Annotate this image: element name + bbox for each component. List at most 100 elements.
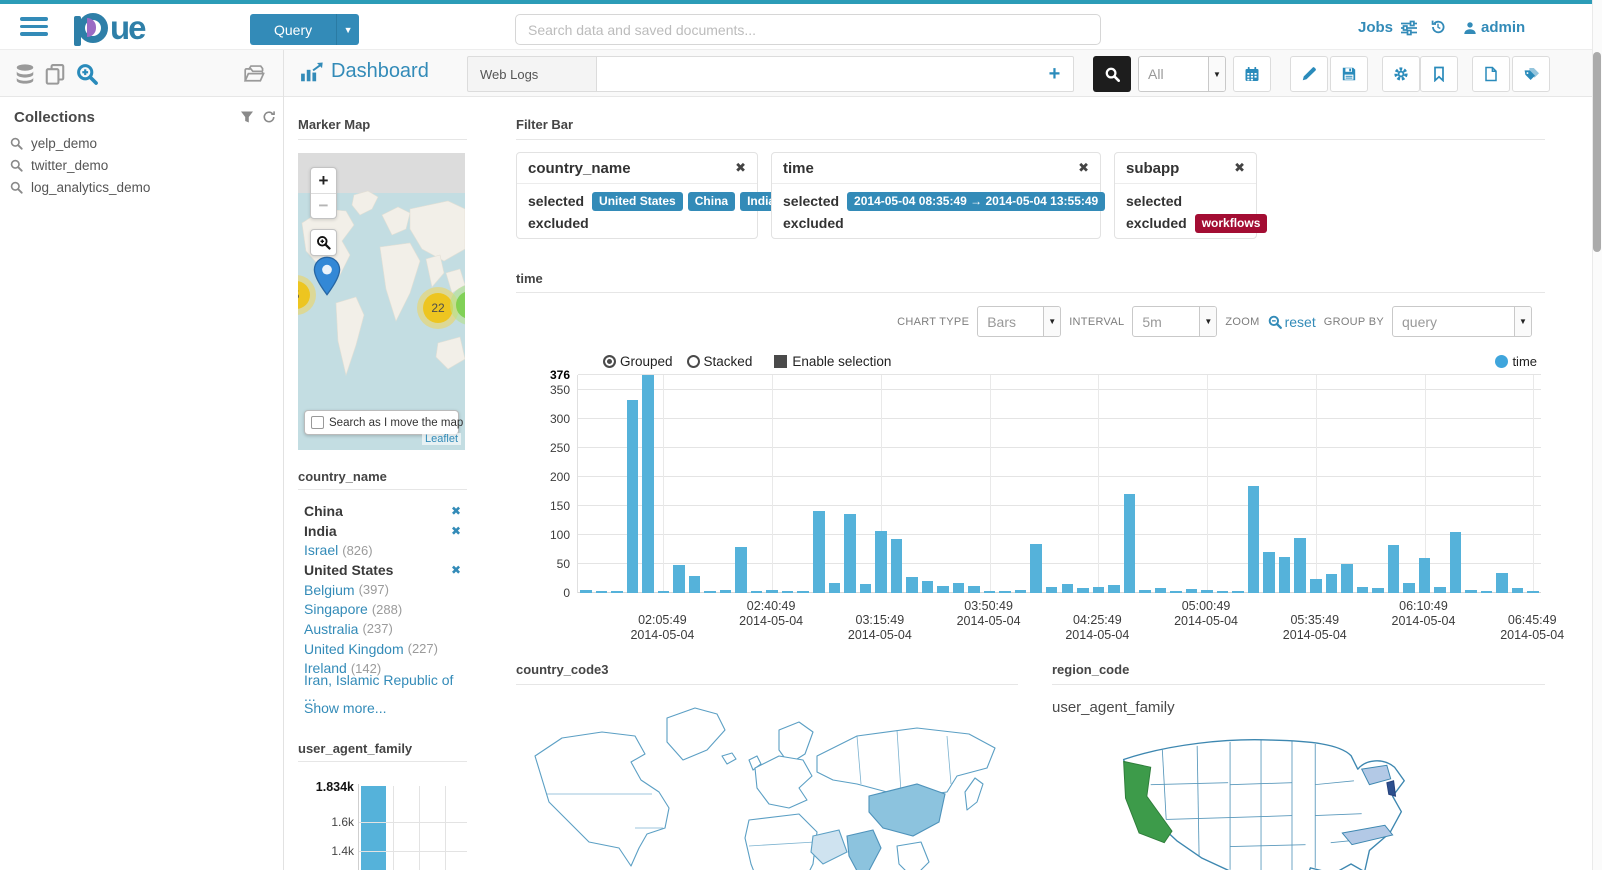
time-chart-bar[interactable] xyxy=(1232,591,1244,593)
dashboard-search-button[interactable] xyxy=(1093,56,1131,92)
edit-dashboard-button[interactable] xyxy=(1290,56,1328,92)
time-chart-bar[interactable] xyxy=(1201,590,1213,593)
close-icon[interactable]: ✖ xyxy=(1234,160,1245,175)
us-choropleth-map[interactable] xyxy=(1112,726,1412,870)
time-chart-bar[interactable] xyxy=(673,565,685,593)
facet-item[interactable]: Australia (237) xyxy=(304,619,467,639)
time-chart-bar[interactable] xyxy=(921,581,934,593)
time-chart-bar[interactable] xyxy=(844,513,856,593)
interval-select[interactable]: 5m ▼ xyxy=(1132,306,1218,337)
time-chart-bar[interactable] xyxy=(1123,494,1136,593)
collection-item[interactable]: twitter_demo xyxy=(10,154,270,176)
time-chart-bar[interactable] xyxy=(1325,573,1338,593)
world-choropleth-map[interactable] xyxy=(516,696,1018,870)
map-zoom-out-button[interactable]: − xyxy=(311,193,336,218)
copy-documents-icon[interactable] xyxy=(44,63,66,85)
time-chart-bar[interactable] xyxy=(1154,588,1167,593)
time-chart-bar[interactable] xyxy=(1310,578,1322,593)
map-zoom-in-button[interactable]: + xyxy=(318,170,329,190)
group-by-select[interactable]: query ▼ xyxy=(1392,306,1532,337)
folder-open-icon[interactable] xyxy=(243,63,265,85)
time-chart-plot[interactable] xyxy=(577,374,1541,593)
time-chart-bar[interactable] xyxy=(859,584,872,593)
time-chart-bar[interactable] xyxy=(1247,485,1260,593)
scrollbar-thumb[interactable] xyxy=(1593,52,1601,252)
time-chart-bar[interactable] xyxy=(704,591,716,593)
time-chart-bar[interactable] xyxy=(906,577,918,593)
time-chart-bar[interactable] xyxy=(688,576,701,593)
map-cluster[interactable]: 5 xyxy=(298,275,316,315)
facet-item[interactable]: Ireland (142) xyxy=(304,659,467,679)
time-chart-bar[interactable] xyxy=(1045,586,1058,593)
time-chart-bar[interactable] xyxy=(1496,572,1508,593)
time-chart-bar[interactable] xyxy=(983,591,996,593)
time-chart-bar[interactable] xyxy=(1278,557,1291,593)
facet-item[interactable]: Israel (826) xyxy=(304,540,467,560)
filter-value-badge[interactable]: United States xyxy=(592,191,683,211)
time-chart-bar[interactable] xyxy=(580,589,592,593)
time-chart-bar[interactable] xyxy=(1527,591,1539,593)
time-chart-bar[interactable] xyxy=(1014,589,1027,593)
query-caret-icon[interactable]: ▼ xyxy=(336,14,360,45)
time-chart-bar[interactable] xyxy=(1216,591,1229,593)
time-chart-bar[interactable] xyxy=(719,590,732,593)
time-chart-bar[interactable] xyxy=(642,375,654,593)
map-boxzoom-button[interactable] xyxy=(311,230,336,255)
time-chart-bar[interactable] xyxy=(657,591,670,593)
time-chart-bar[interactable] xyxy=(611,591,623,593)
time-chart-bar[interactable] xyxy=(1434,587,1446,593)
collection-item[interactable]: log_analytics_demo xyxy=(10,176,270,198)
filter-value-badge[interactable]: workflows xyxy=(1194,213,1268,233)
time-chart-bar[interactable] xyxy=(1092,587,1105,593)
time-chart-bar[interactable] xyxy=(1341,564,1353,593)
time-chart-bar[interactable] xyxy=(766,590,778,593)
leaflet-attribution-link[interactable]: Leaflet xyxy=(421,433,461,445)
chart-type-select[interactable]: Bars ▼ xyxy=(977,306,1062,337)
time-chart-bar[interactable] xyxy=(1061,583,1074,593)
calendar-button[interactable] xyxy=(1233,56,1271,92)
settings-button[interactable] xyxy=(1382,56,1420,92)
hue-logo[interactable]: ue xyxy=(74,10,146,46)
time-chart-bar[interactable] xyxy=(937,586,949,593)
time-chart-bar[interactable] xyxy=(968,586,980,593)
enable-selection-toggle[interactable]: Enable selection xyxy=(774,354,891,369)
facet-item[interactable]: United Kingdom (227) xyxy=(304,639,467,659)
filter-value-badge[interactable]: 2014-05-04 08:35:49 → 2014-05-04 13:55:4… xyxy=(847,191,1106,211)
time-chart-bar[interactable] xyxy=(595,591,608,593)
filter-funnel-icon[interactable] xyxy=(240,110,254,124)
hamburger-menu-icon[interactable] xyxy=(20,17,48,38)
time-chart-bar[interactable] xyxy=(750,591,763,593)
facet-item[interactable]: Singapore (288) xyxy=(304,599,467,619)
chart-legend[interactable]: time xyxy=(1495,354,1537,369)
close-icon[interactable]: ✖ xyxy=(735,160,746,175)
scope-select[interactable]: All ▼ xyxy=(1138,56,1226,92)
time-chart-bar[interactable] xyxy=(1356,587,1369,593)
add-query-button[interactable]: + xyxy=(1036,56,1074,92)
close-icon[interactable]: ✖ xyxy=(1078,160,1089,175)
time-chart-bar[interactable] xyxy=(1511,588,1524,593)
grouped-radio[interactable]: Grouped xyxy=(603,354,673,369)
query-button[interactable]: Query ▼ xyxy=(250,14,360,45)
mini-chart-bar[interactable] xyxy=(361,786,386,870)
database-icon[interactable] xyxy=(14,63,36,85)
time-chart-bar[interactable] xyxy=(735,547,747,593)
time-chart-bar[interactable] xyxy=(626,399,639,593)
facet-remove-icon[interactable]: ✖ xyxy=(450,503,461,518)
time-chart-bar[interactable] xyxy=(1139,590,1151,593)
time-chart-bar[interactable] xyxy=(1480,591,1493,593)
collection-item[interactable]: yelp_demo xyxy=(10,132,270,154)
zoom-in-icon[interactable] xyxy=(76,63,98,85)
time-chart-bar[interactable] xyxy=(1108,585,1120,593)
dashboard-query-input[interactable] xyxy=(597,56,1037,92)
refresh-icon[interactable] xyxy=(262,110,276,124)
time-chart-bar[interactable] xyxy=(1263,552,1275,593)
user-agent-mini-chart[interactable]: 1.834k 1.6k 1.4k xyxy=(298,778,467,870)
time-chart-bar[interactable] xyxy=(875,530,887,593)
facet-item[interactable]: Belgium (397) xyxy=(304,580,467,600)
document-button[interactable] xyxy=(1472,56,1510,92)
time-chart-bar[interactable] xyxy=(1170,591,1182,593)
save-dashboard-button[interactable] xyxy=(1330,56,1368,92)
filter-value-badge[interactable]: China xyxy=(687,191,736,211)
facet-item[interactable]: China ✖ xyxy=(304,501,467,521)
stacked-radio[interactable]: Stacked xyxy=(686,354,752,369)
